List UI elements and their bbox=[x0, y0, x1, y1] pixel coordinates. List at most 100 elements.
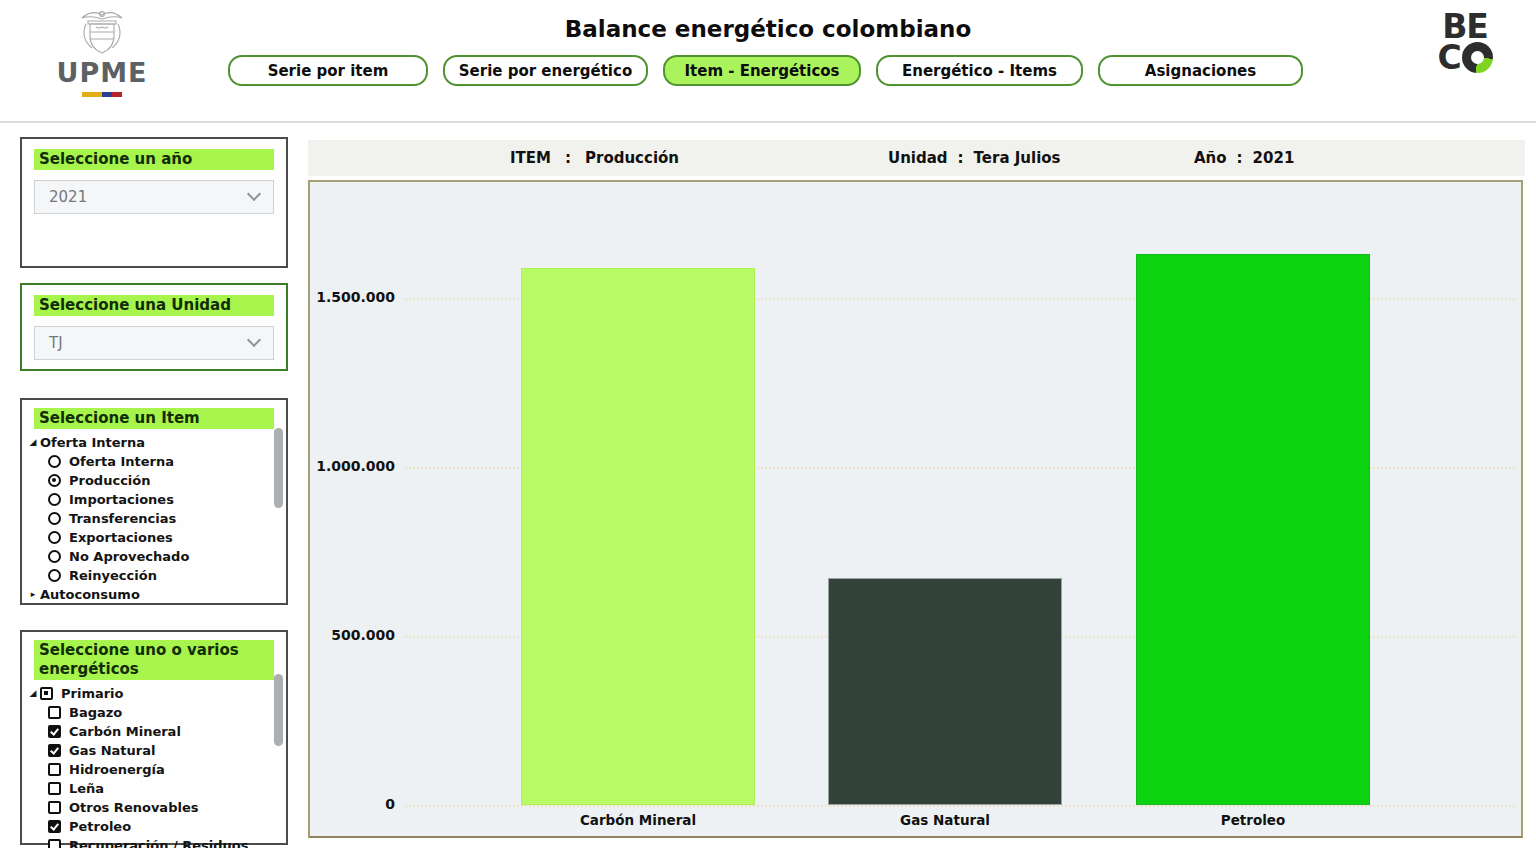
item-row-0[interactable]: ◢Oferta Interna bbox=[22, 433, 286, 452]
energetic-row-label: Leña bbox=[69, 781, 104, 796]
energetic-row-7[interactable]: Petroleo bbox=[22, 817, 286, 836]
radio-icon[interactable] bbox=[48, 550, 61, 563]
item-row-label: Oferta Interna bbox=[69, 454, 174, 469]
energetic-row-label: Primario bbox=[61, 686, 124, 701]
item-row-2[interactable]: Producción bbox=[22, 471, 286, 490]
radio-icon[interactable] bbox=[48, 512, 61, 525]
nav-tabs: Serie por item Serie por energético Item -… bbox=[228, 55, 1303, 86]
colombia-flag-icon bbox=[82, 92, 122, 97]
energetic-tree: ◢ Primario Bagazo Carbón Mineral Gas Natural… bbox=[22, 684, 286, 848]
energetic-row-label: Petroleo bbox=[69, 819, 131, 834]
checkbox-indeterminate-icon[interactable] bbox=[40, 687, 53, 700]
item-row-8[interactable]: ▸Autoconsumo bbox=[22, 585, 286, 604]
unit-filter-label: Seleccione una Unidad bbox=[34, 295, 274, 316]
x-axis-label: Gas Natural bbox=[828, 812, 1062, 828]
item-row-label: Exportaciones bbox=[69, 530, 173, 545]
nav-tab-1[interactable]: Serie por energético bbox=[443, 55, 648, 86]
checkbox-icon[interactable] bbox=[48, 763, 61, 776]
beco-donut-icon bbox=[1462, 42, 1493, 73]
radio-icon[interactable] bbox=[48, 531, 61, 544]
radio-icon[interactable] bbox=[48, 455, 61, 468]
item-tree-scrollbar[interactable] bbox=[274, 428, 283, 508]
checkbox-checked-icon[interactable] bbox=[48, 820, 61, 833]
bar-petroleo[interactable] bbox=[1136, 254, 1370, 805]
energetic-row-8[interactable]: Recuperación / Residuos bbox=[22, 836, 286, 848]
item-row-label: Autoconsumo bbox=[40, 587, 140, 602]
radio-icon[interactable] bbox=[48, 493, 61, 506]
energetic-row-2[interactable]: Carbón Mineral bbox=[22, 722, 286, 741]
radio-selected-icon[interactable] bbox=[48, 474, 61, 487]
nav-tab-4[interactable]: Asignaciones bbox=[1098, 55, 1303, 86]
x-axis-label: Petroleo bbox=[1136, 812, 1370, 828]
item-row-9[interactable]: ▸Consumo Final bbox=[22, 604, 286, 605]
item-tree: ◢Oferta InternaOferta InternaProducciónI… bbox=[22, 433, 286, 605]
item-row-1[interactable]: Oferta Interna bbox=[22, 452, 286, 471]
energetic-row-label: Bagazo bbox=[69, 705, 122, 720]
collapse-icon[interactable]: ▸ bbox=[26, 589, 40, 599]
checkbox-checked-icon[interactable] bbox=[48, 725, 61, 738]
header-divider bbox=[0, 121, 1536, 123]
energetic-row-1[interactable]: Bagazo bbox=[22, 703, 286, 722]
nav-tab-0[interactable]: Serie por item bbox=[228, 55, 428, 86]
upme-logo-text: UPME bbox=[52, 58, 152, 88]
checkbox-icon[interactable] bbox=[48, 706, 61, 719]
year-dropdown[interactable]: 2021 bbox=[34, 180, 274, 214]
unit-dropdown-value: TJ bbox=[49, 334, 63, 352]
gridline bbox=[405, 805, 1515, 807]
checkbox-icon[interactable] bbox=[48, 801, 61, 814]
checkbox-icon[interactable] bbox=[48, 782, 61, 795]
checkbox-checked-icon[interactable] bbox=[48, 744, 61, 757]
expand-icon[interactable]: ◢ bbox=[26, 437, 40, 447]
energetic-row-4[interactable]: Hidroenergía bbox=[22, 760, 286, 779]
beco-logo: BE C bbox=[1422, 12, 1508, 73]
bar-chart-plot: 0500.0001.000.0001.500.000Carbón Mineral… bbox=[310, 182, 1521, 836]
y-axis-tick: 1.000.000 bbox=[310, 458, 395, 474]
energetic-row-6[interactable]: Otros Renovables bbox=[22, 798, 286, 817]
energetic-filter-label: Seleccione uno o varios energéticos bbox=[34, 640, 274, 680]
unit-dropdown[interactable]: TJ bbox=[34, 326, 274, 360]
chevron-down-icon bbox=[247, 333, 261, 347]
caption-year: Año:2021 bbox=[1194, 149, 1294, 167]
nav-tab-2[interactable]: Item - Energéticos bbox=[663, 55, 861, 86]
chevron-down-icon bbox=[247, 187, 261, 201]
item-row-7[interactable]: Reinyección bbox=[22, 566, 286, 585]
energetic-filter-panel: Seleccione uno o varios energéticos ◢ Pri… bbox=[20, 630, 288, 845]
y-axis-tick: 1.500.000 bbox=[310, 289, 395, 305]
bar-gas-natural[interactable] bbox=[828, 578, 1062, 805]
caption-item: ITEM:Producción bbox=[510, 149, 679, 167]
energetic-tree-scrollbar[interactable] bbox=[274, 674, 283, 746]
item-row-label: Reinyección bbox=[69, 568, 157, 583]
beco-logo-text-bottom: C bbox=[1437, 42, 1460, 73]
energetic-row-0[interactable]: ◢ Primario bbox=[22, 684, 286, 703]
chart-caption-bar: ITEM:Producción Unidad:Tera Julios Año:2… bbox=[308, 140, 1525, 176]
energetic-row-label: Gas Natural bbox=[69, 743, 155, 758]
radio-icon[interactable] bbox=[48, 569, 61, 582]
item-filter-label: Seleccione un Item bbox=[34, 408, 274, 429]
item-row-label: Oferta Interna bbox=[40, 435, 145, 450]
bar-carb-n-mineral[interactable] bbox=[521, 268, 755, 805]
item-row-4[interactable]: Transferencias bbox=[22, 509, 286, 528]
caption-year-value: 2021 bbox=[1253, 149, 1295, 167]
caption-year-label: Año bbox=[1194, 149, 1227, 167]
page-title: Balance energético colombiano bbox=[0, 16, 1536, 42]
year-filter-label: Seleccione un año bbox=[34, 149, 274, 170]
caption-unit: Unidad:Tera Julios bbox=[888, 149, 1061, 167]
energetic-row-3[interactable]: Gas Natural bbox=[22, 741, 286, 760]
caption-item-value: Producción bbox=[585, 149, 679, 167]
y-axis-tick: 0 bbox=[310, 796, 395, 812]
caption-item-label: ITEM bbox=[510, 149, 551, 167]
energetic-row-label: Carbón Mineral bbox=[69, 724, 181, 739]
item-row-3[interactable]: Importaciones bbox=[22, 490, 286, 509]
checkbox-icon[interactable] bbox=[48, 839, 61, 848]
item-row-6[interactable]: No Aprovechado bbox=[22, 547, 286, 566]
x-axis-label: Carbón Mineral bbox=[521, 812, 755, 828]
energetic-row-5[interactable]: Leña bbox=[22, 779, 286, 798]
expand-icon[interactable]: ◢ bbox=[26, 688, 40, 698]
item-row-5[interactable]: Exportaciones bbox=[22, 528, 286, 547]
item-row-label: Transferencias bbox=[69, 511, 176, 526]
nav-tab-3[interactable]: Energético - Items bbox=[876, 55, 1083, 86]
bar-chart: 0500.0001.000.0001.500.000Carbón Mineral… bbox=[308, 180, 1523, 838]
item-row-label: Producción bbox=[69, 473, 151, 488]
year-filter-panel: Seleccione un año 2021 bbox=[20, 137, 288, 268]
energetic-row-label: Recuperación / Residuos bbox=[69, 838, 249, 848]
